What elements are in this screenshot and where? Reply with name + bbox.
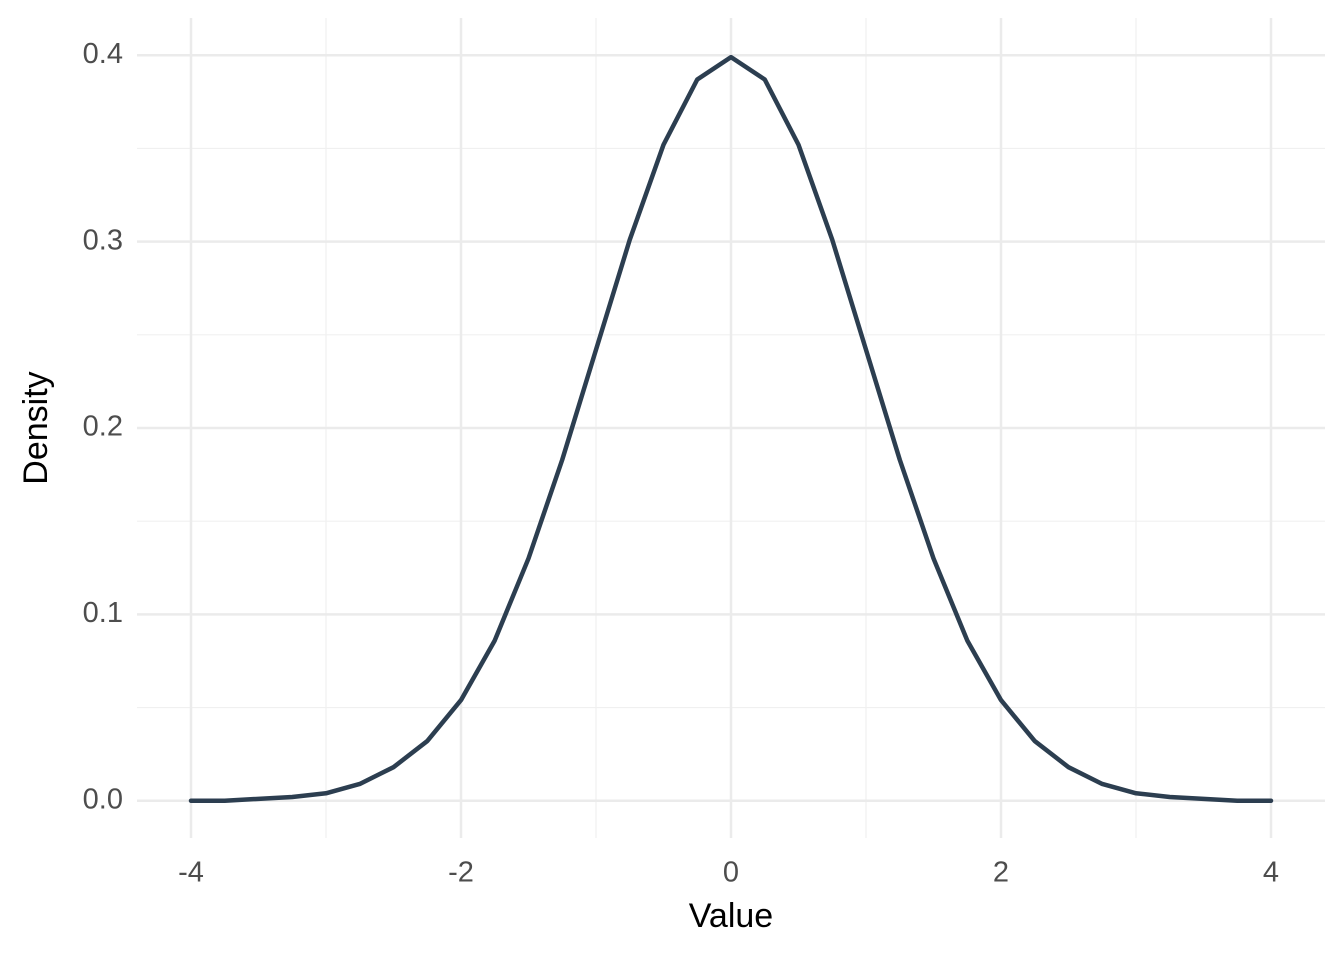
x-tick-label: 0 xyxy=(723,857,739,889)
x-tick-label: -4 xyxy=(178,857,204,889)
x-tick-label: -2 xyxy=(448,857,474,889)
y-tick-label: 0.3 xyxy=(83,224,123,256)
y-tick-label: 0.0 xyxy=(83,783,123,815)
grid xyxy=(137,18,1325,838)
x-tick-label: 4 xyxy=(1263,857,1279,889)
y-tick-label: 0.4 xyxy=(83,38,123,70)
x-tick-label: 2 xyxy=(993,857,1009,889)
y-axis-title: Density xyxy=(17,371,55,484)
x-axis-title: Value xyxy=(689,897,773,935)
density-line xyxy=(188,54,1274,803)
y-tick-label: 0.1 xyxy=(83,597,123,629)
y-tick-label: 0.2 xyxy=(83,411,123,443)
